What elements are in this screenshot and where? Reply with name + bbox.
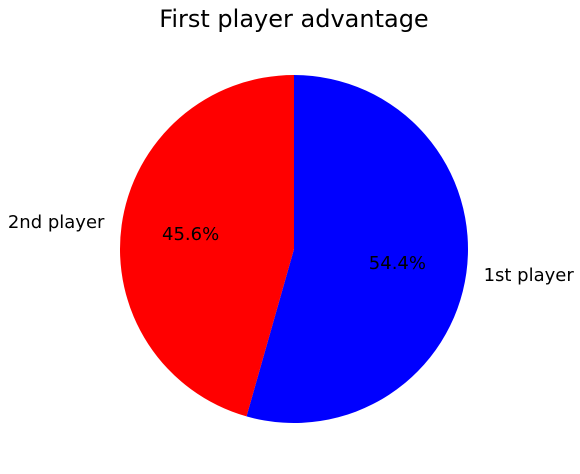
pct-label-2nd-player: 45.6% [162, 224, 219, 245]
slice-2nd-player [120, 75, 294, 417]
slice-1st-player [246, 75, 469, 423]
chart-title: First player advantage [159, 5, 428, 33]
category-label-2nd-player: 2nd player [8, 212, 105, 233]
pct-label-1st-player: 54.4% [369, 253, 426, 274]
category-label-1st-player: 1st player [484, 265, 575, 286]
pie-slices [120, 75, 469, 423]
pie-labels: 54.4% 1st player 45.6% 2nd player [8, 212, 575, 286]
